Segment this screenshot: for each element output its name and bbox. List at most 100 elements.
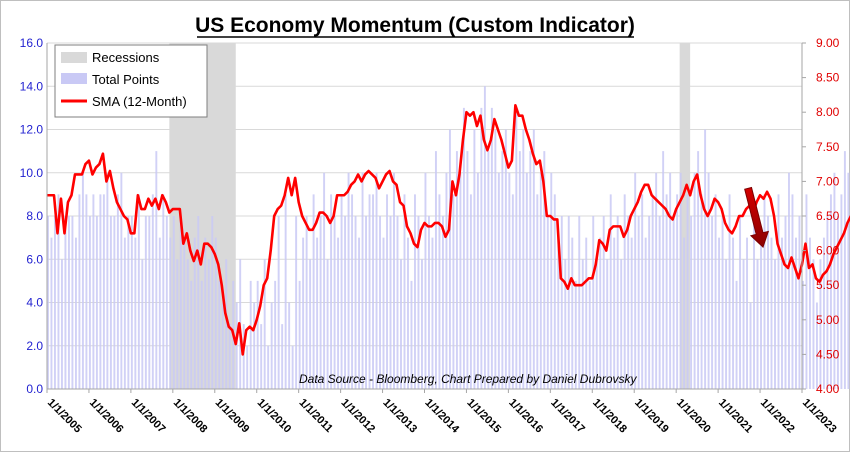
total-points-bar <box>144 216 147 389</box>
total-points-bar <box>106 172 109 389</box>
right-tick-label: 9.00 <box>816 36 840 50</box>
total-points-bar <box>165 216 168 389</box>
total-points-bar <box>847 172 850 389</box>
total-points-bar <box>158 237 161 389</box>
total-points-bar <box>606 259 609 389</box>
total-points-bar <box>74 237 77 389</box>
total-points-bar <box>316 237 319 389</box>
total-points-bar <box>64 216 67 389</box>
total-points-bar <box>421 259 423 389</box>
total-points-bar <box>445 172 448 389</box>
total-points-bar <box>375 172 378 389</box>
total-points-bar <box>564 259 567 389</box>
total-points-bar <box>347 172 350 389</box>
left-tick-label: 2.0 <box>26 339 43 353</box>
total-points-bar <box>326 259 329 389</box>
total-points-bar <box>71 216 74 389</box>
source-note: Data Source - Bloomberg, Chart Prepared … <box>299 372 637 386</box>
total-points-bar <box>137 194 140 389</box>
total-points-bar <box>85 194 88 389</box>
total-points-bar <box>595 259 598 389</box>
total-points-bar <box>749 302 752 389</box>
total-points-bar <box>88 216 91 389</box>
total-points-bar <box>557 237 560 389</box>
total-points-bar <box>539 172 542 389</box>
right-tick-label: 7.00 <box>816 174 840 188</box>
total-points-bar <box>669 172 672 389</box>
total-points-bar <box>102 194 105 389</box>
x-tick-label: 1/1/2014 <box>422 397 461 436</box>
left-tick-label: 10.0 <box>20 166 44 180</box>
total-points-bar <box>368 194 371 389</box>
total-points-bar <box>788 172 790 389</box>
total-points-bar <box>522 129 525 389</box>
total-points-bar <box>819 259 822 389</box>
total-points-bar <box>581 259 584 389</box>
total-points-bar <box>543 151 546 389</box>
total-points-bar <box>658 216 661 389</box>
total-points-bar <box>634 172 637 389</box>
total-points-bar <box>410 280 413 389</box>
total-points-bar <box>784 216 787 389</box>
right-tick-label: 4.50 <box>816 347 840 361</box>
total-points-bar <box>760 237 762 389</box>
legend-label-total-points: Total Points <box>92 72 160 87</box>
total-points-bar <box>711 216 714 389</box>
total-points-bar <box>721 216 724 389</box>
total-points-bar <box>644 237 647 389</box>
total-points-bar <box>291 345 294 389</box>
total-points-bar <box>361 172 364 389</box>
total-points-bar <box>613 237 616 389</box>
total-points-bar <box>424 172 427 389</box>
x-tick-label: 1/1/2010 <box>255 397 294 436</box>
total-points-bar <box>665 194 668 389</box>
x-tick-label: 1/1/2023 <box>800 397 839 436</box>
total-points-bar <box>637 216 640 389</box>
x-tick-label: 1/1/2006 <box>87 397 126 436</box>
total-points-bar <box>344 216 347 389</box>
total-points-bar <box>662 151 665 389</box>
total-points-bar <box>284 194 287 389</box>
right-tick-label: 8.50 <box>816 71 840 85</box>
total-points-bar <box>319 216 322 389</box>
total-points-bar <box>833 172 836 389</box>
total-points-bar <box>676 194 679 389</box>
total-points-bar <box>798 216 801 389</box>
total-points-bar <box>455 151 458 389</box>
total-points-bar <box>588 280 591 389</box>
total-points-bar <box>725 259 728 389</box>
total-points-bar <box>641 194 644 389</box>
left-tick-label: 4.0 <box>26 296 43 310</box>
total-points-bar <box>795 237 797 389</box>
total-points-bar <box>260 324 263 389</box>
x-tick-label: 1/1/2013 <box>380 397 419 436</box>
total-points-bar <box>120 172 123 389</box>
chart-title: US Economy Momentum (Custom Indicator) <box>195 14 635 37</box>
total-points-bar <box>365 216 368 389</box>
total-points-bar <box>686 194 689 389</box>
total-points-bar <box>274 280 277 389</box>
x-tick-label: 1/1/2007 <box>129 397 168 436</box>
total-points-bar <box>354 216 357 389</box>
total-points-bar <box>396 216 399 389</box>
x-tick-label: 1/1/2009 <box>213 397 252 436</box>
total-points-bar <box>197 216 200 389</box>
total-points-bar <box>235 302 238 389</box>
right-tick-label: 5.50 <box>816 278 840 292</box>
total-points-bar <box>141 259 144 389</box>
total-points-bar <box>249 280 252 389</box>
total-points-bar <box>763 194 766 389</box>
total-points-bar <box>452 194 455 389</box>
total-points-bar <box>127 216 130 389</box>
total-points-bar <box>218 280 221 389</box>
total-points-bar <box>630 237 633 389</box>
total-points-bar <box>57 194 60 389</box>
x-tick-label: 1/1/2022 <box>758 397 797 436</box>
total-points-bar <box>340 194 343 389</box>
total-points-bar <box>190 280 193 389</box>
total-points-bar <box>407 237 409 389</box>
x-tick-label: 1/1/2021 <box>716 397 755 436</box>
total-points-bar <box>113 216 116 389</box>
total-points-bar <box>466 151 469 389</box>
total-points-bar <box>843 151 846 389</box>
